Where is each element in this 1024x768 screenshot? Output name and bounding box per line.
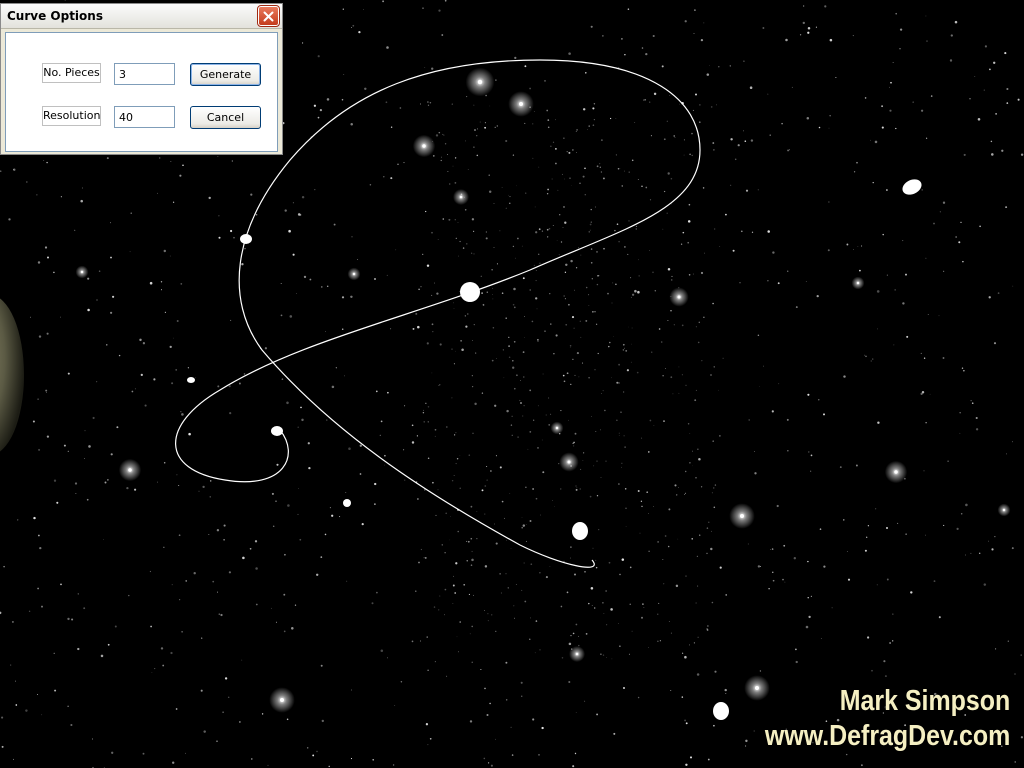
author-credit: Mark Simpson bbox=[839, 685, 1010, 717]
curve-options-dialog: Curve Options No. Pieces Generate Resolu… bbox=[0, 3, 283, 155]
planet bbox=[0, 298, 24, 452]
close-icon bbox=[263, 11, 274, 21]
close-button[interactable] bbox=[257, 5, 280, 27]
resolution-label: Resolution bbox=[42, 106, 101, 126]
generate-button[interactable]: Generate bbox=[190, 63, 261, 86]
dialog-client-area: No. Pieces Generate Resolution Cancel bbox=[5, 32, 278, 152]
pieces-input[interactable] bbox=[114, 63, 175, 85]
control-point[interactable] bbox=[271, 426, 283, 436]
control-point[interactable] bbox=[900, 176, 924, 197]
control-point[interactable] bbox=[713, 702, 729, 720]
dialog-titlebar[interactable]: Curve Options bbox=[1, 4, 282, 29]
resolution-input[interactable] bbox=[114, 106, 175, 128]
control-point[interactable] bbox=[572, 522, 588, 540]
control-point[interactable] bbox=[460, 282, 480, 302]
control-point[interactable] bbox=[343, 499, 351, 507]
cancel-button[interactable]: Cancel bbox=[190, 106, 261, 129]
pieces-label: No. Pieces bbox=[42, 63, 101, 83]
glowing-stars bbox=[75, 67, 1011, 713]
control-point[interactable] bbox=[187, 377, 195, 383]
bezier-curve bbox=[175, 59, 701, 568]
control-points bbox=[187, 176, 924, 720]
control-point[interactable] bbox=[240, 234, 252, 244]
website-credit: www.DefragDev.com bbox=[764, 720, 1010, 752]
dialog-title: Curve Options bbox=[7, 9, 103, 23]
